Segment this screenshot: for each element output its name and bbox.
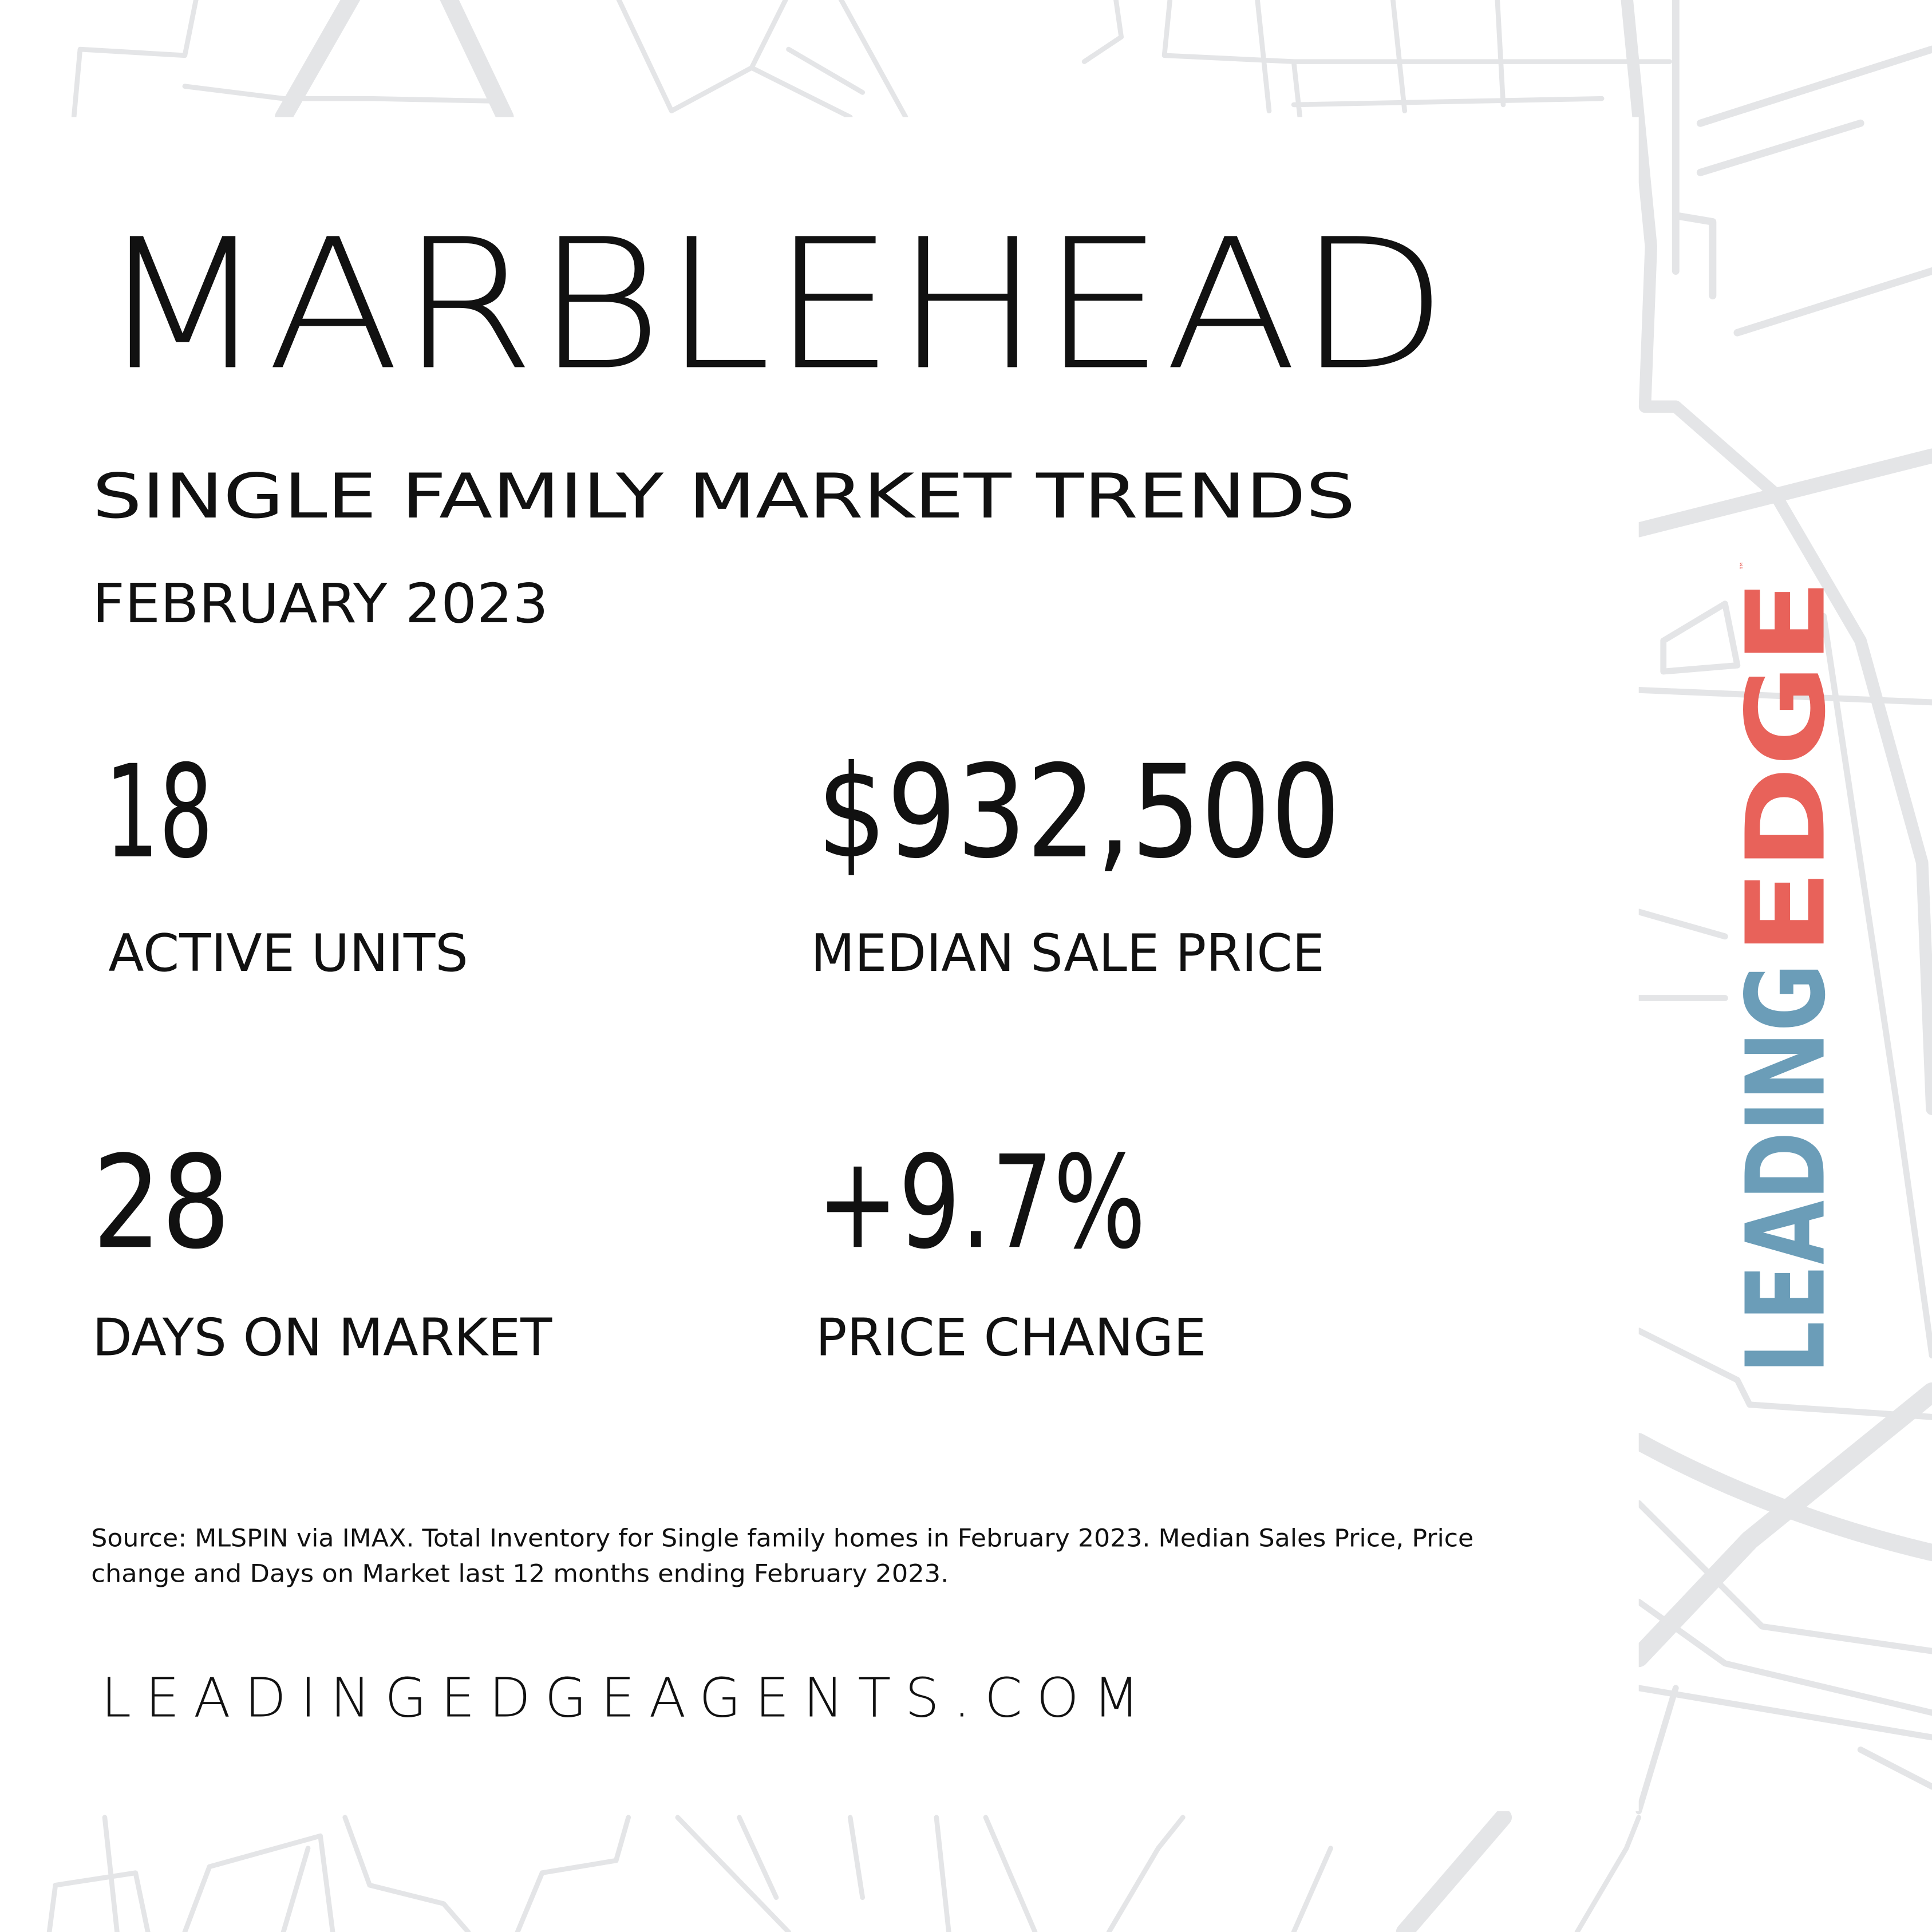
title: MARBLEHEAD (98, 200, 1448, 410)
stat-value: $932,500 (817, 737, 1341, 887)
source-line: change and Days on Market last 12 months… (91, 1560, 949, 1589)
logo-mark: ™ (1739, 560, 1750, 570)
stat-label: MEDIAN SALE PRICE (811, 923, 1325, 983)
stat-value: +9.7% (817, 1128, 1146, 1277)
date: FEBRUARY 2023 (92, 572, 548, 635)
source-line: Source: MLSPIN via IMAX. Total Inventory… (91, 1524, 1473, 1552)
content-panel (0, 117, 1639, 1812)
stat-label: PRICE CHANGE (816, 1308, 1206, 1368)
stat-value: 28 (92, 1128, 230, 1277)
website: LEADINGEDGEAGENTS.COM (101, 1666, 1139, 1729)
stat-label: ACTIVE UNITS (108, 923, 468, 983)
logo-first: LEADING (1723, 963, 1850, 1374)
stat-label: DAYS ON MARKET (92, 1308, 552, 1368)
map-background (46, 0, 1932, 1932)
subtitle: SINGLE FAMILY MARKET TRENDS (92, 461, 1355, 532)
stat-value: 18 (105, 737, 213, 887)
logo-second: EDGE (1723, 579, 1850, 955)
logo: LEADING EDGE ™ (1723, 560, 1850, 1374)
